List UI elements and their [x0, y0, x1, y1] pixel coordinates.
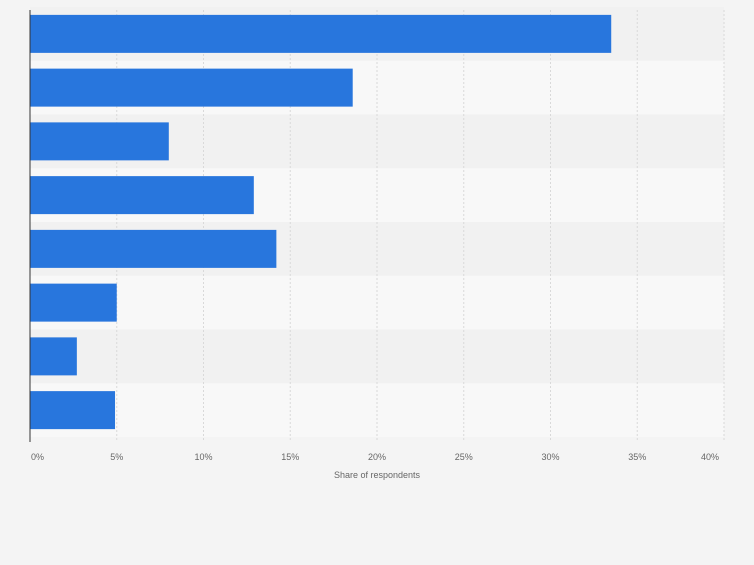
x-tick-label: 5%: [110, 452, 123, 462]
bar: [30, 122, 169, 161]
bar: [30, 176, 254, 215]
bar: [30, 337, 77, 376]
bar: [30, 14, 612, 53]
bar: [30, 283, 117, 322]
x-tick-label: 30%: [541, 452, 559, 462]
bar: [30, 391, 116, 430]
x-tick-label: 10%: [194, 452, 212, 462]
bar: [30, 229, 277, 268]
x-tick-label: 40%: [701, 452, 719, 462]
bar: [30, 68, 353, 107]
x-axis-title: Share of respondents: [334, 470, 421, 480]
x-tick-label: 0%: [31, 452, 44, 462]
x-tick-label: 25%: [455, 452, 473, 462]
x-tick-label: 35%: [628, 452, 646, 462]
x-tick-label: 15%: [281, 452, 299, 462]
x-tick-label: 20%: [368, 452, 386, 462]
